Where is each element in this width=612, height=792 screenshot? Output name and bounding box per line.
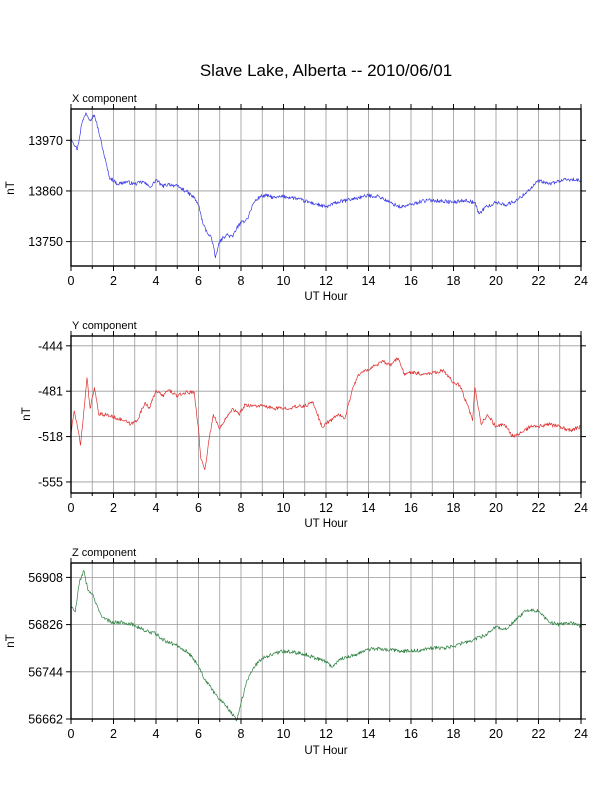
panel-title: Y component <box>72 320 137 332</box>
y-tick-label: 56662 <box>28 713 63 727</box>
panel-y-ticks: 13750 13860 13970 <box>28 134 586 249</box>
x-tick-label: 20 <box>489 501 503 515</box>
x-tick-label: 6 <box>195 501 202 515</box>
x-tick-label: 2 <box>110 501 117 515</box>
y-axis-label: nT <box>5 634 17 647</box>
x-tick-label: 22 <box>532 727 546 741</box>
x-tick-label: 4 <box>153 274 160 288</box>
x-tick-label: 6 <box>195 727 202 741</box>
x-tick-label: 22 <box>532 274 546 288</box>
x-tick-label: 12 <box>319 727 333 741</box>
panel-title: X component <box>72 93 137 105</box>
x-tick-label: 22 <box>532 501 546 515</box>
y-tick-label: 56908 <box>28 571 63 585</box>
series-line <box>70 570 582 722</box>
y-tick-label: 56744 <box>28 665 63 679</box>
y-tick-label: 13750 <box>28 235 63 249</box>
x-tick-label: 10 <box>277 727 291 741</box>
x-tick-label: 10 <box>277 501 291 515</box>
x-tick-label: 10 <box>277 274 291 288</box>
x-tick-label: 4 <box>153 501 160 515</box>
x-tick-label: 8 <box>238 501 245 515</box>
panel-title: Z component <box>72 547 136 559</box>
x-tick-label: 20 <box>489 274 503 288</box>
y-axis-label: nT <box>5 181 17 194</box>
y-tick-label: -518 <box>38 430 63 444</box>
y-component-panel: Y component 0 2 4 6 8 10 12 14 16 18 20 22 24 -555-5… <box>21 320 588 530</box>
x-axis-label: UT Hour <box>304 518 347 530</box>
x-tick-label: 8 <box>238 727 245 741</box>
panel-y-ticks: 56662 56744 56826 56908 <box>28 571 586 727</box>
panel-series <box>70 112 582 259</box>
panel-x-ticks: 0 2 4 6 8 10 12 14 16 18 20 22 24 <box>68 558 588 741</box>
y-tick-label: -555 <box>38 475 63 489</box>
page-title: Slave Lake, Alberta -- 2010/06/01 <box>200 61 452 80</box>
x-tick-label: 12 <box>319 274 333 288</box>
x-tick-label: 24 <box>574 274 588 288</box>
y-axis-label: nT <box>21 407 33 420</box>
x-tick-label: 14 <box>362 501 376 515</box>
x-tick-label: 18 <box>447 727 461 741</box>
x-tick-label: 16 <box>404 501 418 515</box>
x-tick-label: 24 <box>574 501 588 515</box>
y-tick-label: -444 <box>38 339 63 353</box>
z-component-panel: Z component 0 2 4 6 8 10 12 14 16 18 20 22 24 566625… <box>5 547 588 757</box>
y-tick-label: -481 <box>38 385 63 399</box>
panel-series <box>70 357 582 471</box>
x-tick-label: 0 <box>68 274 75 288</box>
x-tick-label: 18 <box>447 501 461 515</box>
panel-series <box>70 570 582 722</box>
x-tick-label: 20 <box>489 727 503 741</box>
series-line <box>70 112 582 259</box>
x-tick-label: 6 <box>195 274 202 288</box>
x-tick-label: 0 <box>68 727 75 741</box>
y-tick-label: 13970 <box>28 134 63 148</box>
x-tick-label: 16 <box>404 274 418 288</box>
panel-y-ticks: -555 -518 -481 -444 <box>38 339 586 489</box>
x-component-panel: X component 0 2 4 6 8 10 12 14 16 18 20 22 24 137501… <box>5 93 588 303</box>
x-tick-label: 8 <box>238 274 245 288</box>
x-axis-label: UT Hour <box>304 291 347 303</box>
x-tick-label: 24 <box>574 727 588 741</box>
x-tick-label: 14 <box>362 727 376 741</box>
panel-grid <box>71 109 581 266</box>
series-line <box>70 357 582 471</box>
panel-x-ticks: 0 2 4 6 8 10 12 14 16 18 20 22 24 <box>68 331 588 515</box>
x-tick-label: 0 <box>68 501 75 515</box>
x-tick-label: 18 <box>447 274 461 288</box>
x-tick-label: 14 <box>362 274 376 288</box>
x-tick-label: 2 <box>110 727 117 741</box>
x-tick-label: 4 <box>153 727 160 741</box>
y-tick-label: 13860 <box>28 184 63 198</box>
y-tick-label: 56826 <box>28 618 63 632</box>
panel-x-ticks: 0 2 4 6 8 10 12 14 16 18 20 22 24 <box>68 104 588 288</box>
x-tick-label: 2 <box>110 274 117 288</box>
x-tick-label: 16 <box>404 727 418 741</box>
x-tick-label: 12 <box>319 501 333 515</box>
panel-grid <box>71 563 581 720</box>
x-axis-label: UT Hour <box>304 745 347 757</box>
panel-grid <box>71 336 581 493</box>
